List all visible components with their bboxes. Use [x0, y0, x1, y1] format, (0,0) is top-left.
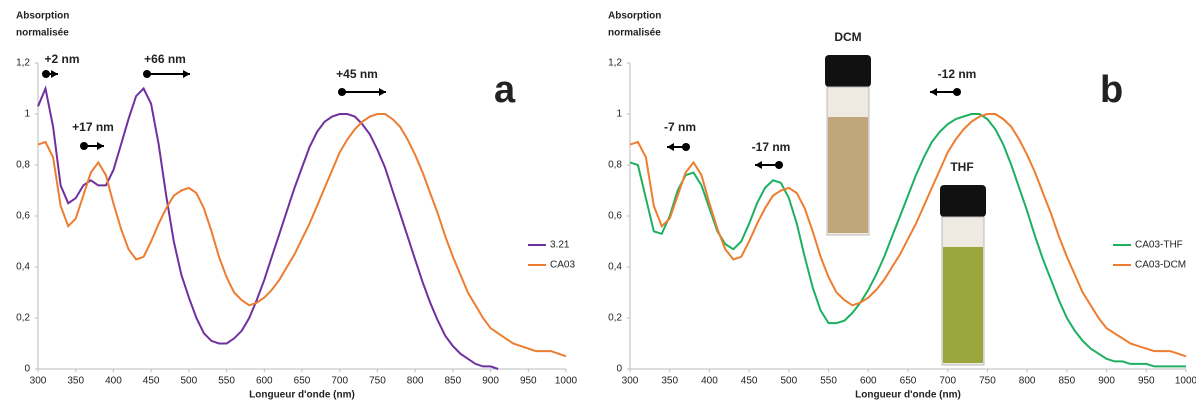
x-tick-label: 700 [939, 376, 956, 387]
spectrum-line [629, 113, 1187, 358]
arrow-dot [338, 88, 346, 96]
x-tick-label: 900 [482, 376, 499, 387]
arrow-head [379, 88, 386, 96]
x-tick-label: 300 [622, 376, 639, 387]
y-tick-label: 0,4 [608, 262, 622, 273]
shift-annotation: -7 nm [664, 120, 696, 134]
arrow-head [930, 88, 937, 96]
x-tick-label: 300 [30, 376, 47, 387]
arrow-dot [953, 88, 961, 96]
shift-annotation: +45 nm [336, 67, 378, 81]
x-tick-label: 450 [143, 376, 160, 387]
y-axis-title: Absorption [16, 11, 69, 22]
arrow-head [51, 70, 58, 78]
panel-label: a [494, 69, 516, 111]
panel-label: b [1100, 69, 1123, 111]
x-tick-label: 800 [1019, 376, 1036, 387]
vial-cap [825, 55, 871, 87]
y-tick-label: 0,8 [608, 160, 622, 171]
x-tick-label: 750 [979, 376, 996, 387]
y-tick-label: 0,4 [16, 262, 30, 273]
x-tick-label: 450 [741, 376, 758, 387]
x-tick-label: 1000 [555, 376, 578, 387]
arrow-dot [775, 161, 783, 169]
x-tick-label: 900 [1098, 376, 1115, 387]
vial-label: DCM [834, 30, 861, 44]
y-tick-label: 0,2 [16, 313, 30, 324]
x-axis-title: Longueur d'onde (nm) [855, 390, 961, 401]
legend-label: CA03-THF [1135, 240, 1183, 251]
y-tick-label: 0,6 [608, 211, 622, 222]
arrow-dot [42, 70, 50, 78]
arrow-dot [682, 143, 690, 151]
legend-label: CA03-DCM [1135, 260, 1186, 271]
x-tick-label: 600 [860, 376, 877, 387]
x-tick-label: 500 [181, 376, 198, 387]
y-tick-label: 1 [616, 109, 622, 120]
arrow-dot [80, 142, 88, 150]
x-tick-label: 400 [701, 376, 718, 387]
y-tick-label: 1 [24, 109, 30, 120]
spectrum-line [37, 113, 567, 358]
y-tick-label: 0,6 [16, 211, 30, 222]
y-tick-label: 0 [24, 364, 30, 375]
vial-liquid [828, 117, 868, 233]
x-tick-label: 500 [781, 376, 798, 387]
legend-label: CA03 [550, 260, 575, 271]
y-tick-label: 1,2 [608, 58, 622, 69]
x-tick-label: 600 [256, 376, 273, 387]
x-tick-label: 850 [445, 376, 462, 387]
x-tick-label: 800 [407, 376, 424, 387]
y-tick-label: 0,2 [608, 313, 622, 324]
x-tick-label: 1000 [1175, 376, 1196, 387]
arrow-head [183, 70, 190, 78]
x-tick-label: 350 [67, 376, 84, 387]
shift-annotation: -17 nm [752, 140, 791, 154]
x-tick-label: 650 [294, 376, 311, 387]
x-tick-label: 950 [520, 376, 537, 387]
arrow-head [97, 142, 104, 150]
x-tick-label: 950 [1138, 376, 1155, 387]
y-tick-label: 0,8 [16, 160, 30, 171]
x-tick-label: 400 [105, 376, 122, 387]
x-tick-label: 700 [331, 376, 348, 387]
vial-liquid [943, 247, 983, 363]
x-tick-label: 350 [661, 376, 678, 387]
legend-label: 3.21 [550, 240, 570, 251]
x-tick-label: 750 [369, 376, 386, 387]
y-axis-title: Absorption [608, 11, 661, 22]
y-tick-label: 1,2 [16, 58, 30, 69]
arrow-head [667, 143, 674, 151]
x-tick-label: 650 [900, 376, 917, 387]
x-tick-label: 850 [1059, 376, 1076, 387]
shift-annotation: +17 nm [72, 120, 114, 134]
arrow-head [755, 161, 762, 169]
y-axis-title: normalisée [608, 28, 661, 39]
arrow-dot [143, 70, 151, 78]
x-tick-label: 550 [820, 376, 837, 387]
shift-annotation: +2 nm [44, 52, 79, 66]
y-tick-label: 0 [616, 364, 622, 375]
y-axis-title: normalisée [16, 28, 69, 39]
x-tick-label: 550 [218, 376, 235, 387]
shift-annotation: +66 nm [144, 52, 186, 66]
vial-label: THF [950, 160, 973, 174]
shift-annotation: -12 nm [938, 67, 977, 81]
x-axis-title: Longueur d'onde (nm) [249, 390, 355, 401]
spectrum-line [37, 85, 499, 370]
vial-cap [940, 185, 986, 217]
